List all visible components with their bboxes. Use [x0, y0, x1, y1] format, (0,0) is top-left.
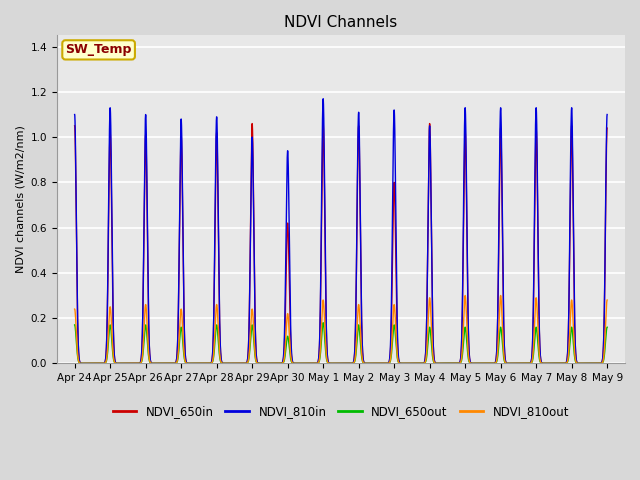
- Y-axis label: NDVI channels (W/m2/nm): NDVI channels (W/m2/nm): [15, 125, 25, 273]
- Title: NDVI Channels: NDVI Channels: [284, 15, 397, 30]
- Legend: NDVI_650in, NDVI_810in, NDVI_650out, NDVI_810out: NDVI_650in, NDVI_810in, NDVI_650out, NDV…: [108, 401, 574, 423]
- Text: SW_Temp: SW_Temp: [65, 43, 132, 56]
